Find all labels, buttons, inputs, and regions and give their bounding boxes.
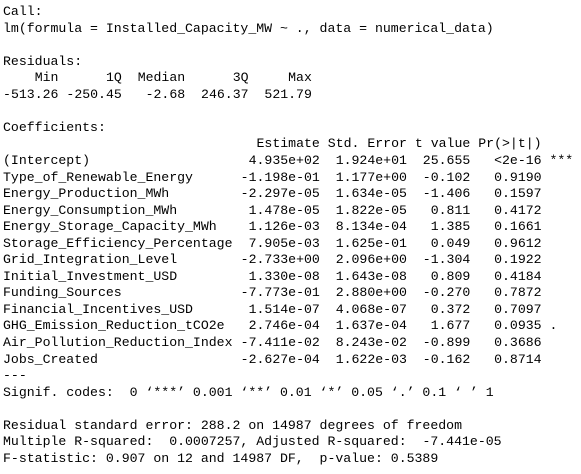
coef-cell: 2.096e+00 [335, 252, 407, 268]
summary-line: F-statistic: 0.907 on 12 and 14987 DF, p… [3, 450, 439, 466]
coef-cell: -7.773e-01 [240, 285, 320, 301]
coef-cell: 1.643e-08 [335, 268, 407, 284]
coef-cell: 1.625e-01 [335, 235, 407, 251]
coef-cell: 0.1922 [494, 252, 542, 268]
coef-cell: 1.478e-05 [248, 202, 320, 218]
coef-cell: 1.677 [430, 318, 471, 334]
term-name: Air_Pollution_Reduction_Index [3, 335, 233, 350]
coef-cell: -2.297e-05 [240, 186, 320, 202]
residual-value: -513.26 [3, 86, 59, 102]
summary-line: Multiple R-squared: 0.0007257, Adjusted … [3, 434, 510, 450]
residual-value: 246.37 [201, 86, 249, 102]
coef-cell: 4.068e-07 [335, 301, 407, 317]
column-header: Std. Error [327, 136, 407, 152]
coef-cell: 25.655 [422, 152, 471, 168]
coef-cell: -1.198e-01 [240, 169, 320, 185]
coef-cell: 8.134e-04 [335, 219, 407, 235]
term-name: GHG_Emission_Reduction_tCO2e [3, 318, 225, 334]
coef-cell: 1.330e-08 [248, 268, 320, 284]
column-header: t value [414, 136, 471, 152]
coef-cell: -1.304 [422, 252, 471, 268]
term-name: Energy_Consumption_MWh [3, 202, 178, 218]
term-name: Energy_Storage_Capacity_MWh [3, 219, 217, 235]
coef-cell: 0.1597 [494, 186, 542, 202]
residual-header: Median [137, 70, 186, 86]
coef-cell: -0.162 [422, 351, 471, 367]
term-name: Type_of_Renewable_Energy [3, 169, 193, 185]
coef-cell: 1.514e-07 [248, 301, 320, 317]
term-name: Financial_Incentives_USD [3, 301, 193, 317]
coef-cell: 0.1661 [494, 219, 542, 235]
coef-cell: <2e-16 [494, 152, 542, 168]
coef-cell: -7.411e-02 [240, 335, 320, 350]
coef-cell: 0.4172 [494, 202, 542, 218]
coef-cell: -1.406 [422, 186, 471, 202]
coef-cell: 1.622e-03 [335, 351, 407, 367]
coef-cell: -0.270 [422, 285, 471, 301]
column-header: Estimate [256, 136, 320, 152]
term-name: Energy_Production_MWh [3, 186, 170, 202]
separator: --- [3, 368, 27, 384]
residual-header: Max [288, 70, 312, 86]
coef-cell: 0.9612 [494, 235, 542, 251]
coef-cell: 7.905e-03 [248, 235, 320, 251]
coef-cell: 0.049 [430, 235, 471, 251]
formula: lm(formula = Installed_Capacity_MW ~ ., … [3, 20, 494, 36]
coef-cell: 1.822e-05 [335, 202, 407, 218]
coef-cell: -0.102 [422, 169, 471, 185]
term-name: Funding_Sources [3, 285, 122, 301]
residual-header: 3Q [232, 70, 249, 86]
coef-cell: 1.177e+00 [335, 169, 407, 185]
coef-cell: 0.7097 [494, 301, 542, 317]
term-name: Storage_Efficiency_Percentage [3, 235, 233, 251]
coef-cell: 2.746e-04 [248, 318, 320, 334]
column-header: Pr(>|t|) [478, 136, 542, 152]
coef-cell: 2.880e+00 [335, 285, 407, 301]
residual-value: -250.45 [66, 86, 122, 102]
coef-cell: 1.126e-03 [248, 219, 320, 235]
residual-value: -2.68 [145, 86, 186, 102]
term-name: Jobs_Created [3, 351, 98, 367]
term-name: (Intercept) [3, 152, 91, 168]
coef-cell: -0.899 [422, 335, 471, 350]
section-label: Residuals: [3, 53, 83, 69]
summary-line: Residual standard error: 288.2 on 14987 … [3, 417, 462, 433]
coef-cell: 0.8714 [494, 351, 542, 367]
coef-cell: 4.935e+02 [248, 152, 320, 168]
residual-header: 1Q [105, 70, 122, 86]
coef-cell: 0.372 [430, 301, 471, 317]
signif-stars: . [549, 318, 558, 334]
section-label: Coefficients: [3, 119, 106, 135]
coef-cell: 0.9190 [494, 169, 542, 185]
residual-value: 521.79 [264, 86, 312, 102]
coef-cell: 1.924e+01 [335, 152, 407, 168]
term-name: Grid_Integration_Level [3, 252, 178, 268]
coef-cell: 0.7872 [494, 285, 542, 301]
coef-cell: -2.627e-04 [240, 351, 320, 367]
coef-cell: -2.733e+00 [240, 252, 320, 268]
coef-cell: 1.385 [430, 219, 471, 235]
term-name: Initial_Investment_USD [3, 268, 178, 284]
coef-cell: 0.811 [430, 202, 471, 218]
signif-codes: Signif. codes: 0 ‘***’ 0.001 ‘**’ 0.01 ‘… [3, 384, 494, 400]
coef-cell: 1.634e-05 [335, 186, 407, 202]
residual-header: Min [34, 70, 59, 86]
coef-cell: 0.4184 [494, 268, 542, 284]
signif-stars: *** [549, 152, 574, 168]
coef-cell: 0.809 [430, 268, 471, 284]
coef-cell: 1.637e-04 [335, 318, 407, 334]
coef-cell: 0.3686 [494, 335, 542, 350]
coef-cell: 0.0935 [494, 318, 542, 334]
coef-cell: 8.243e-02 [335, 335, 407, 350]
section-label: Call: [3, 4, 43, 19]
